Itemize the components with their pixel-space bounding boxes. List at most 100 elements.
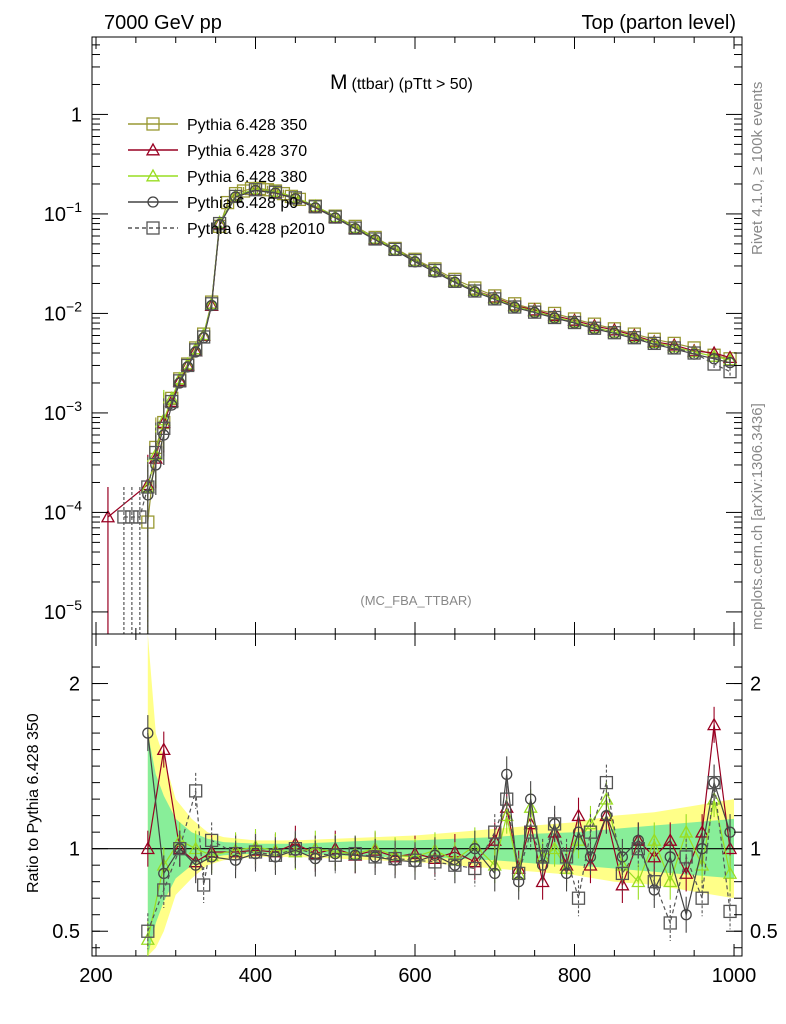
ratio-point-p2010: [189, 784, 203, 798]
series-line-s350: [147, 187, 731, 523]
ratio-point-p2010: [228, 846, 243, 861]
ratio-point-p2010: [248, 845, 263, 859]
point-p2010: [125, 510, 139, 524]
point-p2010: [288, 191, 303, 205]
ratio-point-p2010: [512, 866, 526, 881]
point-p2010: [189, 343, 203, 357]
y-tick-label: 10−1: [44, 199, 82, 226]
side-label-mcplots: mcplots.cern.ch [arXiv:1306.3436]: [749, 403, 766, 630]
point-p2010: [117, 510, 131, 524]
x-tick-label: 600: [398, 965, 431, 987]
ratio-band-green: [147, 733, 735, 956]
point-p2010: [204, 297, 219, 311]
ratio-point-s380: [679, 824, 694, 838]
ratio-point-p0: [525, 793, 537, 805]
ratio-point-p2010: [663, 916, 677, 930]
ratio-point-p2010: [348, 846, 362, 861]
ratio-point-p2010: [679, 850, 693, 864]
point-p2010: [197, 330, 211, 344]
legend-entry-s350: Pythia 6.428 350: [128, 117, 307, 134]
ratio-point-s370: [679, 866, 694, 879]
ratio-point-p2010: [388, 851, 402, 866]
ratio-ylabel: Ratio to Pythia 6.428 350: [25, 713, 42, 893]
header-left-title: 7000 GeV pp: [104, 12, 222, 34]
x-tick-label: 1000: [712, 965, 757, 987]
point-p2010: [627, 331, 641, 345]
point-p2010: [141, 480, 155, 494]
ratio-y-tick-label: 0.5: [52, 921, 80, 943]
side-label-rivet: Rivet 4.1.0, ≥ 100k events: [749, 82, 766, 255]
ratio-point-p2010: [559, 850, 574, 864]
ratio-point-p2010: [428, 855, 442, 869]
legend-label: Pythia 6.428 p0: [187, 195, 298, 212]
point-p2010: [328, 210, 342, 224]
point-p2010: [212, 216, 227, 231]
ratio-y-tick-label-right: 2: [750, 674, 761, 696]
ratio-point-s370: [140, 841, 155, 855]
ratio-point-p2010: [500, 792, 514, 806]
ratio-band-yellow: [147, 634, 735, 956]
ratio-plot-area: [92, 634, 742, 956]
ratio-y-tick-label-right: 1: [750, 839, 761, 861]
point-p2010: [348, 221, 362, 235]
ratio-line-p0: [147, 733, 731, 918]
ratio-point-p0: [632, 834, 644, 847]
x-tick-label: 200: [79, 965, 112, 987]
ratio-point-s380: [547, 841, 562, 855]
legend-label: Pythia 6.428 380: [187, 169, 307, 186]
point-p2010: [687, 346, 701, 360]
point-p2010: [228, 189, 243, 204]
y-tick-label: 10−2: [44, 298, 82, 325]
ratio-point-p2010: [524, 825, 538, 839]
ratio-point-p0: [696, 843, 708, 855]
ratio-point-p2010: [571, 891, 586, 905]
point-p2010: [428, 263, 442, 278]
legend-entry-s370: Pythia 6.428 370: [128, 142, 307, 160]
ratio-point-p0: [489, 867, 501, 880]
ratio-point-p2010: [615, 866, 630, 881]
ratio-point-p0: [572, 826, 585, 838]
plot-title-sub: (ttbar) (pTtt > 50): [352, 76, 473, 93]
ratio-point-p2010: [173, 842, 187, 856]
point-p2010: [308, 200, 322, 214]
ratio-point-p2010: [723, 904, 737, 919]
point-p2010: [468, 284, 482, 298]
series-line-p0: [147, 189, 731, 496]
ratio-point-s380: [631, 874, 646, 888]
legend-marker: [145, 142, 161, 156]
point-p2010: [567, 315, 582, 330]
ratio-point-p2010: [197, 878, 211, 892]
ratio-point-p0: [269, 851, 282, 863]
axes: 200 400 600 800 1000 10−5 10−4 10−3 10−2 10−1 1 0.5…: [44, 36, 778, 987]
point-p2010: [388, 242, 402, 257]
ratio-point-p2010: [468, 861, 482, 876]
ratio-point-p2010: [204, 833, 219, 848]
ratio-point-p2010: [288, 842, 303, 856]
series-line-p2010: [123, 189, 731, 518]
ratio-point-p0: [501, 768, 513, 781]
ratio-point-p2010: [695, 891, 709, 905]
point-p2010: [647, 336, 661, 351]
series-p0: [142, 184, 736, 634]
legend-entry-p0: Pythia 6.428 p0: [128, 195, 298, 212]
ratio-y-tick-label: 2: [69, 674, 80, 696]
series-p2010: [117, 183, 737, 634]
ratio-point-p0: [584, 851, 597, 863]
ratio-point-p0: [664, 851, 676, 863]
y-tick-label: 10−5: [44, 597, 82, 624]
point-p2010: [707, 357, 721, 371]
point-p2010: [165, 394, 179, 409]
legend-marker: [146, 221, 160, 235]
ratio-point-s380: [647, 833, 662, 846]
main-plot-area: [100, 181, 738, 634]
ratio-point-p0: [389, 854, 401, 866]
ratio-point-p2010: [631, 842, 645, 856]
point-s350: [292, 192, 307, 207]
point-p2010: [607, 326, 622, 340]
x-tick-label: 800: [558, 965, 591, 987]
point-p2010: [181, 358, 195, 373]
analysis-watermark: (MC_FBA_TTBAR): [360, 593, 471, 608]
legend-entry-s380: Pythia 6.428 380: [128, 168, 307, 186]
ratio-point-p2010: [599, 775, 614, 790]
